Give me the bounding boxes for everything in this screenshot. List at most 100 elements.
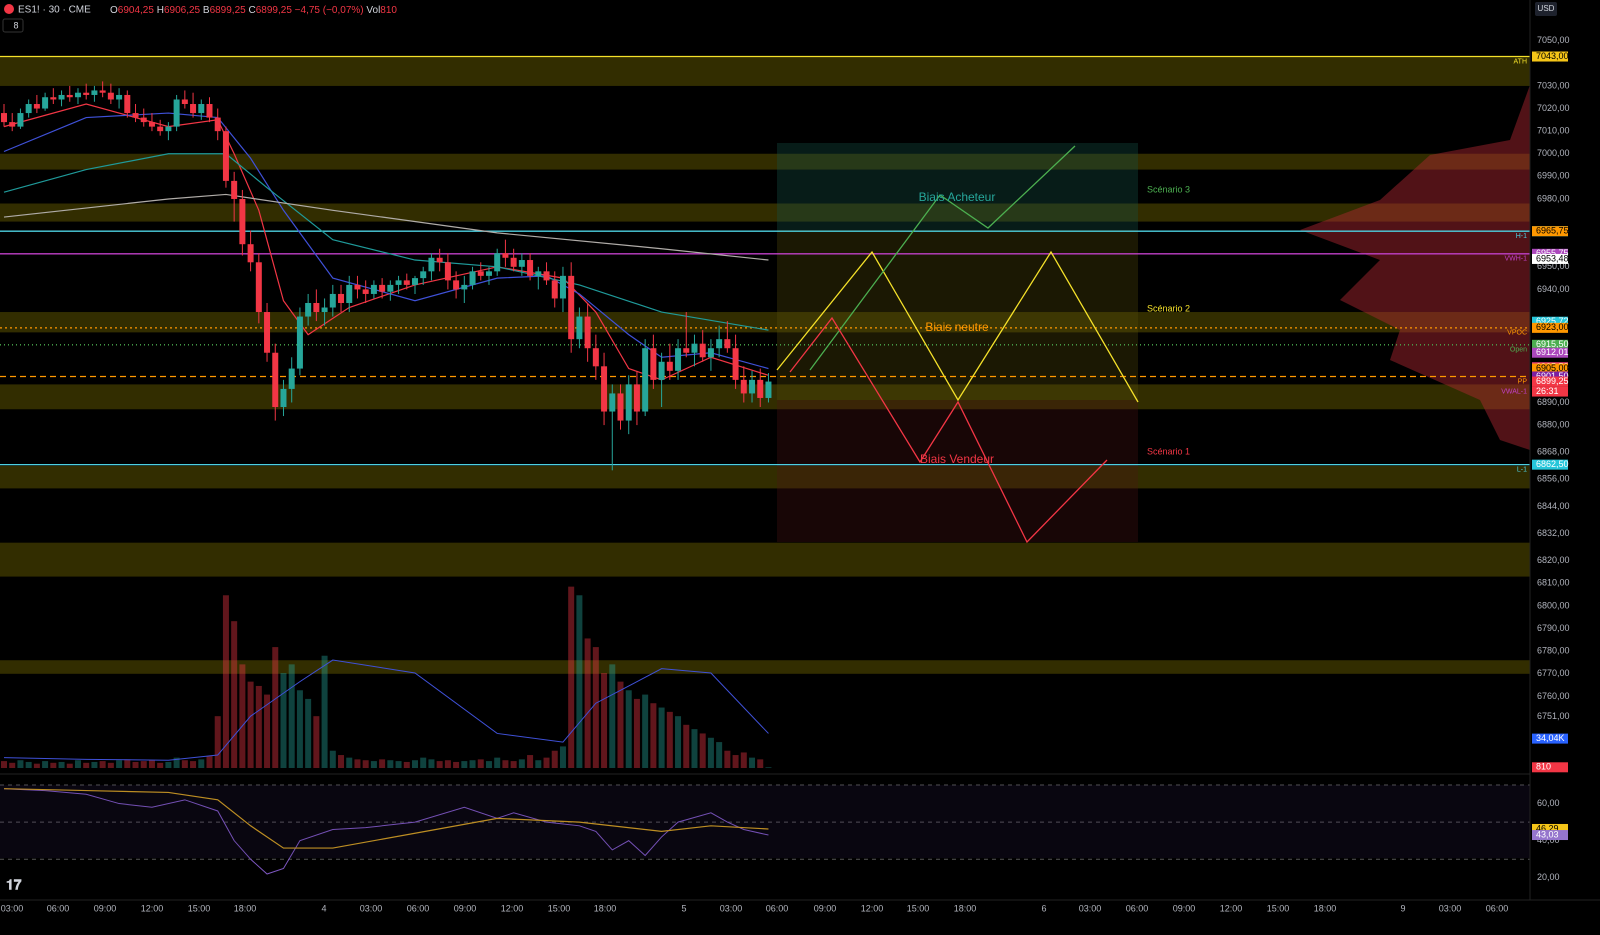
volume-bar [379, 759, 386, 768]
candle-body [757, 379, 764, 398]
badge-text[interactable]: 8 [13, 20, 18, 30]
volume-bar [601, 673, 608, 768]
badge [2, 18, 24, 33]
candle-body [584, 316, 591, 349]
candle-body [247, 244, 254, 263]
volume-bar [165, 761, 172, 768]
level-label: VWH-1 [1504, 256, 1527, 263]
x-tick-label: 12:00 [861, 903, 884, 913]
currency[interactable]: USD [1538, 4, 1555, 13]
volume-bar [675, 716, 682, 768]
y-tick-label: 6751,00 [1537, 711, 1570, 721]
currency-button[interactable] [1535, 2, 1557, 16]
candle-body [288, 368, 295, 389]
x-tick-label: 12:00 [1220, 903, 1243, 913]
volume-bar [683, 724, 690, 768]
price-tag [1532, 322, 1568, 333]
candle-body [510, 257, 517, 267]
volume-bar [395, 761, 402, 768]
candle-body [231, 180, 238, 199]
candle-body [568, 275, 575, 340]
annotation: Scénario 3 [1147, 184, 1190, 194]
candle-body [74, 92, 81, 98]
volume-bar [543, 757, 550, 768]
sell-path [789, 316, 1108, 544]
price-tag-label: 6905,00 [1536, 363, 1569, 373]
volume-bar [321, 655, 328, 768]
candle-body [412, 278, 418, 285]
x-tick-label: 06:00 [47, 903, 70, 913]
volume-bar [25, 761, 32, 768]
volume-bar [592, 647, 599, 768]
volume-bar [724, 750, 731, 768]
candle-body [206, 104, 213, 118]
candle-body [346, 284, 353, 303]
vol-value: 810 [380, 5, 397, 16]
candle-body [469, 271, 476, 285]
y-tick-label: 7030,00 [1537, 80, 1570, 90]
volume-bar [99, 761, 106, 768]
candle-body [675, 348, 682, 371]
neutral-path [776, 250, 1139, 403]
zone [0, 660, 1530, 674]
candle-body [535, 271, 542, 276]
volume-bar [633, 698, 640, 768]
y-tick-label: 6990,00 [1537, 171, 1570, 181]
y-tick-label: 6832,00 [1537, 528, 1570, 538]
candle-body [420, 271, 427, 279]
y-tick-label: 6790,00 [1537, 623, 1570, 633]
volume-bar [66, 763, 73, 768]
volume-bar [551, 750, 558, 768]
candle-body [83, 92, 90, 95]
moving-average [3, 193, 769, 261]
x-tick-label: 18:00 [954, 903, 977, 913]
zone [0, 203, 1530, 222]
candle-body [255, 262, 262, 313]
y-tick-label: 6760,00 [1537, 691, 1570, 701]
candle-body [502, 253, 509, 258]
x-tick-label: 06:00 [1126, 903, 1149, 913]
rsi-band [0, 785, 1530, 858]
volume-bar [83, 762, 90, 768]
zone [0, 465, 1530, 489]
volume-bar [518, 759, 525, 768]
volume-bar [535, 760, 542, 768]
y-tick-label: 7020,00 [1537, 103, 1570, 113]
candle-body [633, 384, 640, 412]
volume-bar [444, 760, 451, 768]
level-label: VWAL-1 [1501, 388, 1527, 395]
candle-body [116, 94, 123, 100]
volume-bar [469, 760, 476, 768]
candle-body [707, 348, 714, 358]
volume-ma [3, 659, 769, 761]
x-tick-label: 09:00 [1173, 903, 1196, 913]
candle-body [617, 393, 624, 421]
volume-bar [370, 761, 377, 768]
candle-body [280, 388, 287, 408]
candle-body [379, 284, 386, 292]
volume-bar [502, 760, 509, 768]
x-tick-label: 06:00 [766, 903, 789, 913]
candle-body [699, 343, 706, 358]
candle-body [222, 131, 229, 181]
price-tag [1532, 371, 1568, 382]
volume-bar [584, 638, 591, 768]
volume-bar [107, 762, 114, 768]
countdown: 26:31 [1536, 386, 1559, 396]
volume-bar [288, 664, 295, 768]
volume-bar [420, 757, 427, 768]
volume-bar [428, 759, 435, 768]
buy-box [777, 143, 1138, 230]
candle-body [42, 97, 49, 109]
volume-bar [1, 761, 7, 768]
candle-body [551, 280, 558, 299]
candle-body [107, 92, 114, 100]
level-label: PP [1518, 378, 1528, 385]
volume-bar [124, 759, 131, 768]
candle-body [272, 352, 279, 408]
candle-body [601, 366, 608, 412]
candle-body [181, 99, 188, 105]
price-tag-label: 6965,75 [1536, 226, 1569, 236]
rsi-tick-label: 60,00 [1537, 798, 1560, 808]
